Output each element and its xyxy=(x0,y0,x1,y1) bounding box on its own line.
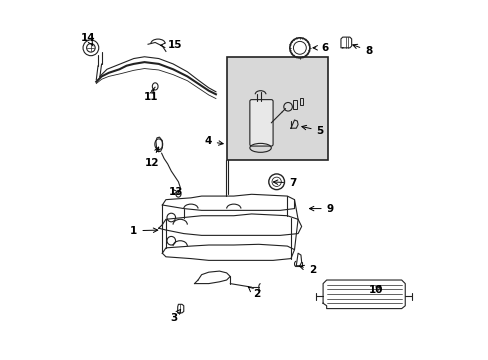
Text: 2: 2 xyxy=(248,287,260,299)
Text: 13: 13 xyxy=(168,187,183,197)
Text: 11: 11 xyxy=(143,89,158,102)
Text: 1: 1 xyxy=(130,226,158,236)
Text: 15: 15 xyxy=(160,40,182,50)
Text: 10: 10 xyxy=(368,285,383,295)
Text: 3: 3 xyxy=(170,309,180,323)
Text: 2: 2 xyxy=(299,265,315,275)
FancyBboxPatch shape xyxy=(226,57,328,160)
Text: 8: 8 xyxy=(352,44,372,56)
Bar xyxy=(292,100,296,109)
Text: 5: 5 xyxy=(301,125,323,136)
Text: 9: 9 xyxy=(309,203,333,213)
Text: 4: 4 xyxy=(204,136,223,147)
FancyBboxPatch shape xyxy=(249,100,272,146)
Bar xyxy=(299,98,302,105)
Text: 6: 6 xyxy=(312,43,328,53)
Text: 14: 14 xyxy=(81,33,96,46)
Text: 7: 7 xyxy=(273,178,296,188)
Text: 12: 12 xyxy=(144,147,159,168)
